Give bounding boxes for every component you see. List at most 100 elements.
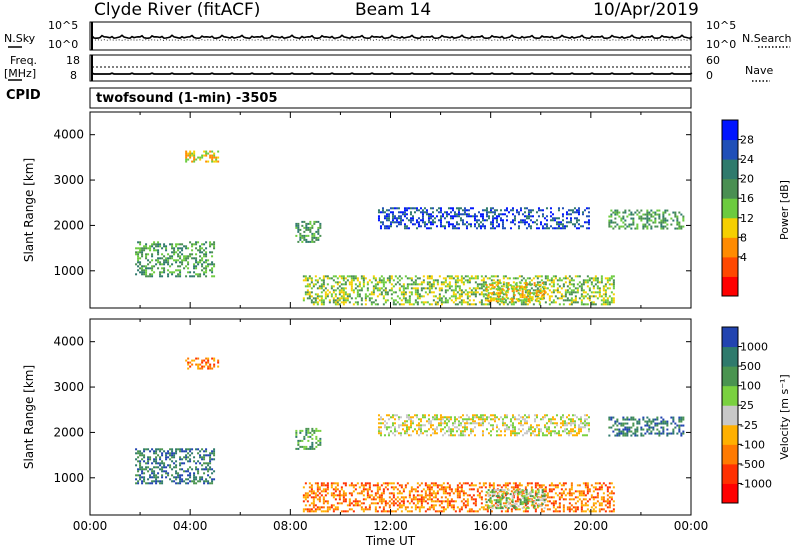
- data-cell: [372, 287, 375, 290]
- data-cell: [313, 431, 316, 434]
- data-cell: [438, 299, 441, 302]
- data-cell: [575, 211, 578, 214]
- data-cell: [193, 267, 196, 270]
- data-cell: [487, 416, 490, 419]
- data-cell: [666, 227, 669, 230]
- data-cell: [151, 265, 154, 268]
- data-cell: [469, 223, 472, 226]
- data-cell: [442, 486, 445, 489]
- data-cell: [155, 243, 158, 246]
- data-cell: [207, 468, 210, 471]
- data-cell: [457, 223, 460, 226]
- data-cell: [558, 279, 561, 282]
- data-cell: [582, 295, 585, 298]
- data-cell: [622, 432, 625, 435]
- data-cell: [207, 259, 210, 262]
- data-cell: [175, 452, 178, 455]
- data-cell: [360, 502, 363, 505]
- data-cell: [474, 293, 477, 296]
- data-cell: [531, 503, 534, 506]
- data-cell: [518, 484, 521, 487]
- data-cell: [582, 283, 585, 286]
- data-cell: [165, 257, 168, 260]
- data-cell: [326, 510, 329, 513]
- data-cell: [213, 365, 216, 368]
- data-cell: [311, 224, 314, 227]
- data-cell: [648, 428, 651, 431]
- data-cell: [596, 494, 599, 497]
- data-cell: [559, 221, 562, 224]
- data-cell: [398, 490, 401, 493]
- data-cell: [499, 416, 502, 419]
- data-cell: [197, 367, 200, 370]
- data-cell: [517, 432, 520, 435]
- data-cell: [137, 265, 140, 268]
- data-cell: [503, 416, 506, 419]
- data-cell: [525, 300, 528, 303]
- data-cell: [336, 287, 339, 290]
- data-cell: [484, 303, 487, 306]
- data-cell: [656, 428, 659, 431]
- data-cell: [310, 281, 313, 284]
- data-cell: [350, 279, 353, 282]
- data-cell: [364, 498, 367, 501]
- data-cell: [141, 480, 144, 483]
- data-cell: [322, 510, 325, 513]
- data-cell: [362, 281, 365, 284]
- data-cell: [507, 497, 510, 500]
- data-cell: [303, 437, 306, 440]
- data-cell: [517, 491, 520, 494]
- data-cell: [143, 454, 146, 457]
- data-cell: [421, 416, 424, 419]
- data-cell: [480, 279, 483, 282]
- data-cell: [585, 207, 588, 210]
- data-cell: [465, 428, 468, 431]
- data-cell: [169, 466, 172, 469]
- data-cell: [546, 277, 549, 280]
- data-cell: [636, 213, 639, 216]
- data-cell: [454, 303, 457, 306]
- data-cell: [322, 484, 325, 487]
- data-cell: [332, 496, 335, 499]
- data-cell: [364, 277, 367, 280]
- data-cell: [541, 282, 544, 285]
- data-cell: [453, 418, 456, 421]
- data-cell: [525, 217, 528, 220]
- data-cell: [392, 299, 395, 302]
- data-cell: [501, 507, 504, 510]
- data-cell: [552, 496, 555, 499]
- data-cell: [195, 267, 198, 270]
- data-cell: [336, 482, 339, 485]
- data-cell: [389, 225, 392, 228]
- data-cell: [564, 277, 567, 280]
- data-cell: [334, 293, 337, 296]
- data-cell: [566, 289, 569, 292]
- data-cell: [213, 357, 216, 360]
- data-cell: [475, 227, 478, 230]
- data-cell: [217, 150, 220, 153]
- data-cell: [193, 456, 196, 459]
- data-cell: [479, 414, 482, 417]
- data-cell: [322, 281, 325, 284]
- data-cell: [199, 259, 202, 262]
- data-cell: [155, 482, 158, 485]
- data-cell: [512, 291, 515, 294]
- data-cell: [452, 277, 455, 280]
- data-cell: [342, 293, 345, 296]
- data-cell: [576, 490, 579, 493]
- data-cell: [306, 510, 309, 513]
- data-cell: [403, 207, 406, 210]
- data-cell: [577, 213, 580, 216]
- data-cell: [524, 510, 527, 513]
- data-cell: [565, 416, 568, 419]
- data-cell: [477, 422, 480, 425]
- nave-label: Nave: [745, 64, 774, 77]
- data-cell: [636, 225, 639, 228]
- data-cell: [565, 217, 568, 220]
- data-cell: [542, 295, 545, 298]
- data-cell: [519, 420, 522, 423]
- data-cell: [556, 283, 559, 286]
- data-cell: [573, 207, 576, 210]
- data-cell: [664, 422, 667, 425]
- data-cell: [362, 498, 365, 501]
